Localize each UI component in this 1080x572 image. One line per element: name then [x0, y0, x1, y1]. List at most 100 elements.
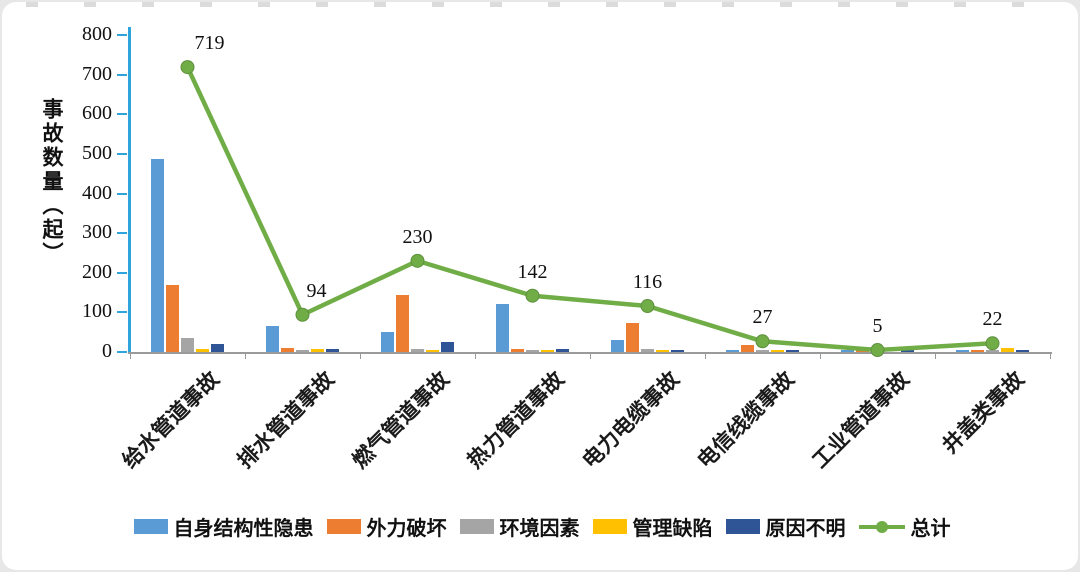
- y-tick-label: 200: [82, 260, 112, 283]
- x-category-label: 电信线缆事故: [692, 367, 799, 473]
- x-tick-mark: [705, 354, 706, 359]
- x-tick-mark: [820, 354, 821, 359]
- y-tick-mark: [117, 73, 127, 76]
- bar-series-1: [971, 349, 984, 352]
- legend-swatch: [459, 519, 494, 534]
- total-value-label: 116: [632, 271, 663, 294]
- bar-series-4: [441, 342, 454, 352]
- bar-series-1: [396, 294, 409, 352]
- legend-label: 管理缺陷: [632, 518, 713, 540]
- y-axis-line: [128, 27, 131, 354]
- bar-series-2: [181, 338, 194, 352]
- total-value-label: 719: [194, 32, 225, 55]
- y-tick-mark: [117, 311, 127, 314]
- legend-label: 原因不明: [765, 518, 846, 540]
- legend-item-series-4: 原因不明: [725, 512, 846, 541]
- y-tick-label: 300: [82, 221, 112, 244]
- x-tick-mark: [360, 354, 361, 359]
- bar-series-3: [771, 349, 784, 352]
- legend: 自身结构性隐患 外力破坏 环境因素 管理缺陷 原因不明 总计: [2, 512, 1078, 541]
- y-tick-label: 700: [82, 62, 112, 85]
- y-tick-label: 500: [82, 141, 112, 164]
- y-tick-mark: [117, 271, 127, 274]
- total-value-label: 94: [306, 279, 327, 302]
- y-tick-mark: [117, 232, 127, 235]
- bar-series-0: [726, 349, 739, 352]
- bar-series-2: [641, 348, 654, 352]
- bar-series-4: [1016, 349, 1029, 352]
- bar-series-1: [626, 323, 639, 352]
- bar-series-0: [381, 332, 394, 352]
- y-tick-mark: [117, 192, 127, 195]
- bar-series-2: [526, 349, 539, 352]
- x-category-label: 电力电缆事故: [577, 367, 684, 473]
- bar-series-4: [671, 349, 684, 352]
- bar-series-2: [871, 349, 884, 352]
- x-tick-mark: [475, 354, 476, 359]
- bar-series-4: [326, 349, 339, 352]
- legend-label: 自身结构性隐患: [173, 518, 314, 540]
- legend-item-series-0: 自身结构性隐患: [133, 512, 314, 541]
- bar-series-1: [281, 348, 294, 352]
- total-value-label: 27: [752, 306, 773, 329]
- legend-label: 外力破坏: [366, 518, 447, 540]
- bar-series-4: [556, 348, 569, 352]
- bar-series-2: [986, 349, 999, 352]
- bar-series-1: [741, 344, 754, 352]
- y-tick-mark: [117, 152, 127, 155]
- bar-series-3: [656, 349, 669, 352]
- legend-label: 环境因素: [499, 518, 580, 540]
- y-tick-label: 400: [82, 181, 112, 204]
- bar-series-0: [496, 303, 509, 352]
- x-category-label: 给水管道事故: [117, 367, 224, 473]
- bar-series-3: [426, 349, 439, 352]
- legend-swatch: [725, 519, 760, 534]
- y-tick-mark: [117, 351, 127, 353]
- x-category-label: 热力管道事故: [462, 367, 569, 473]
- y-tick-label: 100: [82, 300, 112, 323]
- bar-series-3: [196, 348, 209, 352]
- bar-series-1: [166, 284, 179, 352]
- x-category-label: 排水管道事故: [232, 367, 339, 473]
- y-tick-mark: [117, 34, 127, 36]
- total-value-label: 5: [872, 315, 883, 338]
- y-tick-mark: [117, 113, 127, 116]
- bar-series-1: [856, 349, 869, 352]
- legend-line-dot: [875, 520, 888, 533]
- legend-label: 总计: [910, 518, 951, 540]
- cropped-content-strip: [26, 2, 1056, 7]
- x-axis-line: [128, 352, 1052, 354]
- bar-series-0: [956, 349, 969, 352]
- bar-series-2: [296, 349, 309, 352]
- y-tick-label: 0: [102, 340, 112, 362]
- bar-series-4: [786, 349, 799, 352]
- bar-series-3: [311, 348, 324, 352]
- legend-line-swatch: [858, 519, 905, 535]
- legend-item-series-3: 管理缺陷: [592, 512, 713, 541]
- bar-series-2: [756, 349, 769, 352]
- bar-series-3: [541, 349, 554, 352]
- legend-swatch: [326, 519, 361, 534]
- legend-swatch: [592, 519, 627, 534]
- bar-series-0: [611, 340, 624, 352]
- legend-swatch: [133, 519, 168, 534]
- bar-series-0: [151, 159, 164, 352]
- bar-series-0: [841, 349, 854, 352]
- x-category-label: 工业管道事故: [807, 367, 914, 473]
- bar-series-3: [1001, 348, 1014, 352]
- bar-series-1: [511, 348, 524, 352]
- x-category-label: 燃气管道事故: [347, 367, 454, 473]
- x-tick-mark: [1050, 354, 1051, 359]
- total-value-label: 230: [402, 225, 433, 248]
- total-value-label: 142: [517, 260, 548, 283]
- bar-series-2: [411, 348, 424, 352]
- x-tick-mark: [130, 354, 131, 359]
- x-category-label: 井盖类事故: [937, 367, 1029, 459]
- bar-series-4: [901, 349, 914, 352]
- legend-item-series-2: 环境因素: [459, 512, 580, 541]
- bar-series-0: [266, 325, 279, 352]
- legend-item-total: 总计: [858, 512, 951, 541]
- y-tick-label: 600: [82, 102, 112, 125]
- x-tick-mark: [935, 354, 936, 359]
